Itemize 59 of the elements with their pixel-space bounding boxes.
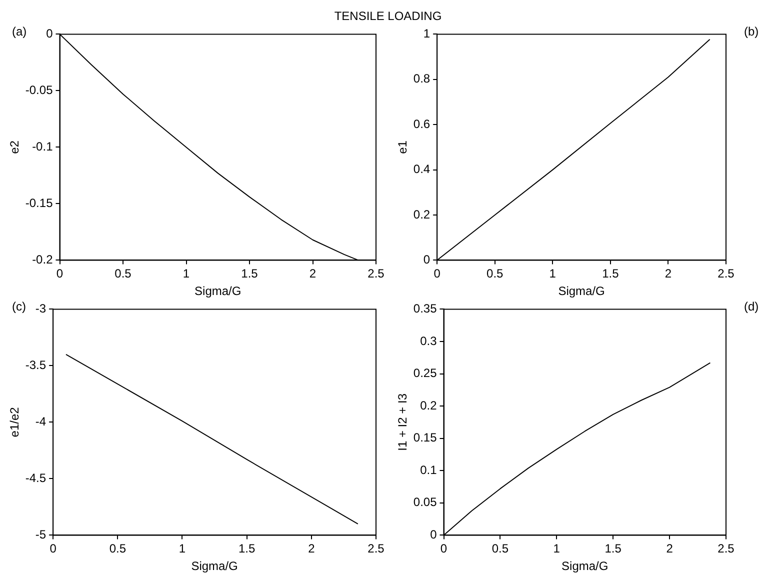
x-tick-label: 2 (666, 542, 674, 556)
y-tick-label: 0.25 (413, 366, 438, 380)
y-tick-label: 1 (423, 26, 430, 41)
x-tick-label: 1.5 (241, 266, 258, 281)
x-tick-label: 0 (440, 542, 448, 556)
x-tick-label: 1.5 (602, 266, 620, 281)
chart-title: TENSILE LOADING (333, 8, 443, 24)
y-tick-label: 0.05 (413, 495, 438, 510)
y-tick-label: 0.6 (413, 116, 430, 131)
y-tick-label: 0.35 (413, 302, 438, 316)
y-tick-label: 0 (423, 252, 430, 267)
x-tick-label: 2.5 (718, 542, 735, 556)
y-axis-title: I1 + I2 + I3 (396, 393, 410, 451)
y-axis-title: e1 (396, 140, 410, 154)
x-tick-label: 2 (309, 266, 316, 281)
y-tick-label: 0.8 (413, 72, 430, 86)
x-tick-label: 1.5 (238, 542, 256, 556)
x-axis-title: Sigma/G (562, 559, 608, 574)
y-tick-label: 0.1 (420, 462, 438, 477)
x-tick-label: 2.5 (718, 266, 735, 281)
x-tick-label: 2 (664, 266, 672, 281)
x-axis-title: Sigma/G (194, 284, 242, 298)
x-tick-label: 0.5 (109, 542, 126, 556)
x-tick-label: 2 (308, 542, 316, 556)
y-tick-label: 0 (430, 528, 438, 542)
y-tick-label: -4 (35, 414, 46, 429)
y-tick-label: 0.2 (420, 398, 438, 412)
y-tick-label: -4.5 (25, 471, 46, 486)
y-tick-label: 0.3 (420, 334, 438, 348)
x-axis-title: Sigma/G (558, 284, 605, 298)
y-tick-label: -5 (35, 528, 46, 542)
text: (c) (12, 299, 26, 314)
y-tick-label: -0.05 (25, 83, 54, 98)
y-tick-label: 0 (46, 26, 54, 41)
x-tick-label: 1 (553, 542, 560, 556)
y-tick-label: -3.5 (25, 358, 46, 372)
y-tick-label: -3 (35, 302, 46, 316)
x-tick-label: 1 (549, 266, 556, 281)
y-tick-label: 0.2 (413, 207, 430, 222)
x-tick-label: 0.5 (486, 266, 504, 281)
x-tick-label: 1.5 (604, 542, 622, 556)
x-tick-label: 2.5 (368, 542, 385, 556)
x-tick-label: 0.5 (492, 542, 509, 556)
y-tick-label: -0.2 (32, 252, 54, 267)
y-axis-title: e1/e2 (8, 406, 22, 438)
y-tick-label: 0.15 (413, 430, 438, 445)
y-tick-label: -0.1 (32, 140, 54, 154)
text: (a) (12, 24, 27, 38)
x-tick-label: 0 (56, 266, 64, 281)
x-tick-label: 1 (178, 542, 186, 556)
x-tick-label: 0.5 (114, 266, 132, 281)
x-axis-title: Sigma/G (191, 559, 238, 574)
x-tick-label: 2.5 (368, 266, 385, 281)
text: (d) (744, 299, 759, 314)
text: (b) (744, 24, 759, 38)
y-tick-label: -0.15 (25, 196, 54, 210)
y-tick-label: 0.4 (413, 162, 430, 176)
x-tick-label: 1 (182, 266, 190, 281)
y-axis-title: e2 (8, 140, 22, 154)
